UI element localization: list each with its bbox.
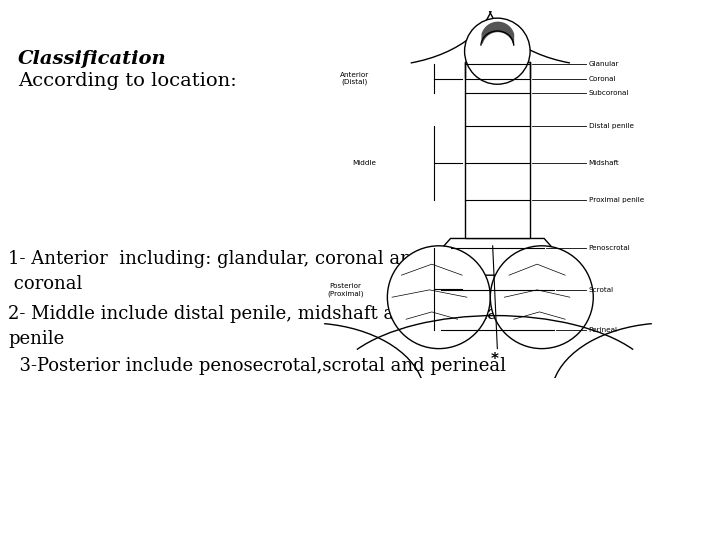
Text: Midshaft: Midshaft: [589, 160, 619, 166]
Text: Distal penile: Distal penile: [589, 124, 634, 130]
Text: Middle: Middle: [352, 160, 376, 166]
Text: 3-Posterior include penosecrotal,scrotal and perineal: 3-Posterior include penosecrotal,scrotal…: [8, 357, 506, 375]
Text: Penoscrotal: Penoscrotal: [589, 245, 630, 251]
Bar: [464, 62, 530, 239]
Text: According to location:: According to location:: [18, 72, 237, 90]
Text: Posterior
(Proximal): Posterior (Proximal): [327, 283, 364, 296]
Text: Perineal: Perineal: [589, 327, 618, 333]
Text: Classification: Classification: [18, 50, 166, 68]
Text: Proximal penile: Proximal penile: [589, 197, 644, 203]
Ellipse shape: [387, 246, 490, 349]
Text: Glanular: Glanular: [589, 61, 619, 67]
Text: *: *: [491, 352, 499, 367]
Ellipse shape: [490, 246, 593, 349]
Text: Coronal: Coronal: [589, 76, 616, 82]
Text: Subcoronal: Subcoronal: [589, 90, 629, 97]
Text: penile: penile: [8, 330, 64, 348]
Ellipse shape: [464, 18, 530, 84]
Text: Anterior
(Distal): Anterior (Distal): [340, 72, 369, 85]
Polygon shape: [418, 239, 577, 275]
Text: Scrotal: Scrotal: [589, 287, 613, 293]
Text: 1- Anterior  including: glandular, coronal and sub: 1- Anterior including: glandular, corona…: [8, 250, 462, 268]
Text: coronal: coronal: [8, 275, 82, 293]
Text: 2- Middle include distal penile, midshaft and proximal: 2- Middle include distal penile, midshaf…: [8, 305, 504, 323]
